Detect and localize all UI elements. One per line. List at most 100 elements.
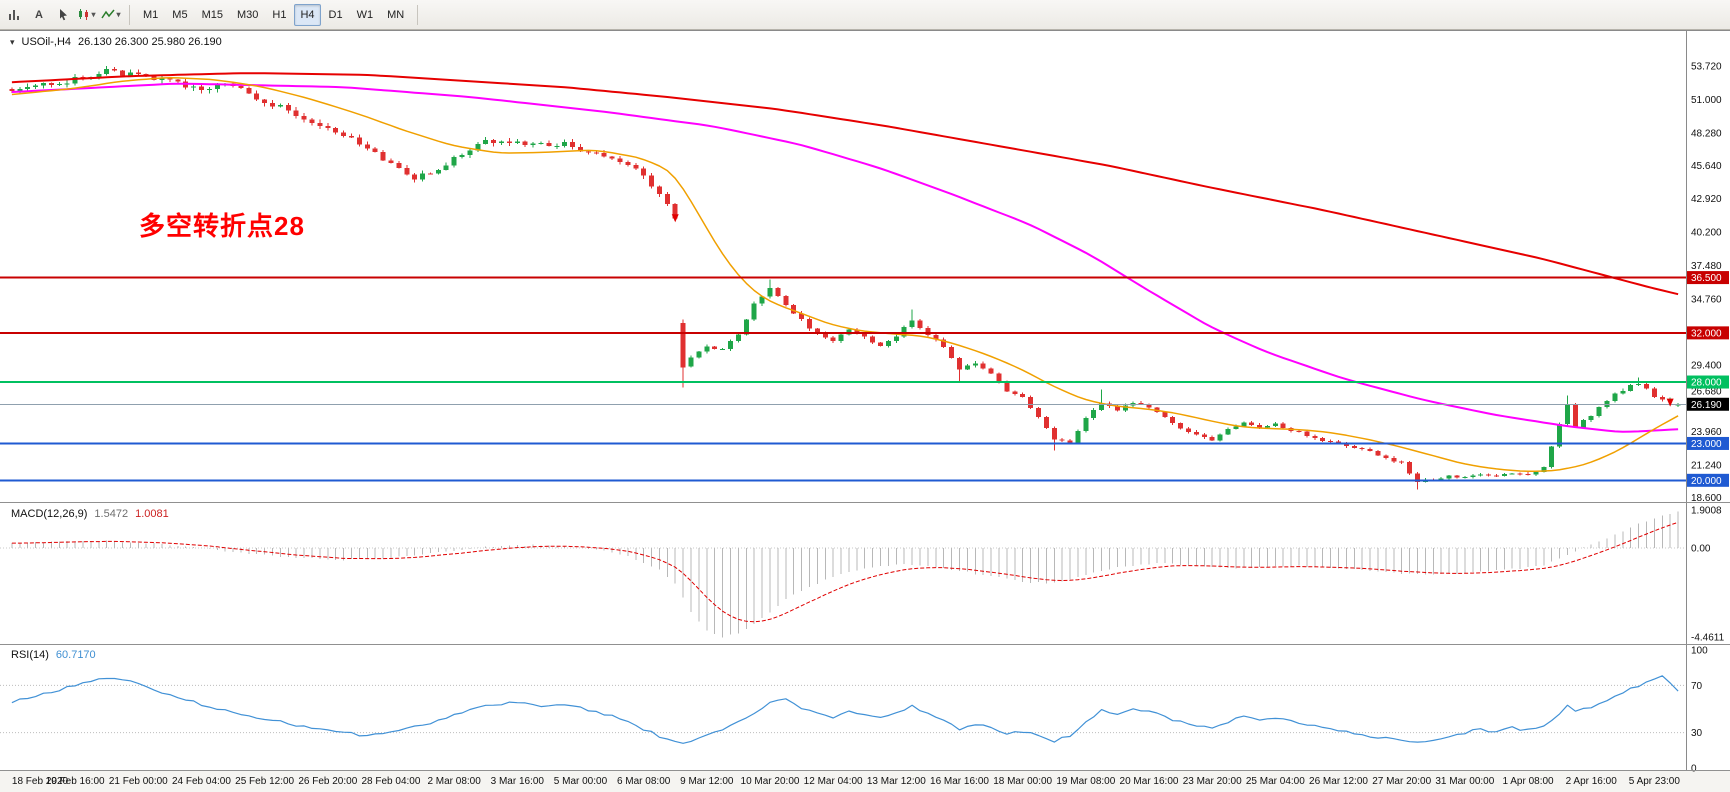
time-tick-label: 23 Mar 20:00 [1183, 776, 1242, 787]
time-tick-label: 31 Mar 00:00 [1435, 776, 1494, 787]
timeframe-m1-button[interactable]: M1 [137, 4, 164, 26]
time-tick-label: 25 Feb 12:00 [235, 776, 294, 787]
ma-slow-red [11, 72, 1679, 296]
chart-background [0, 30, 1730, 770]
chart-type-icon[interactable]: ▾ [76, 4, 98, 26]
macd-scale-label: -4.4611 [1691, 633, 1725, 644]
trade-arrow-icon [1666, 398, 1674, 407]
price-badge-label: 36.500 [1691, 273, 1722, 284]
macd-main-value: 1.5472 [94, 508, 129, 520]
timeframe-w1-button[interactable]: W1 [351, 4, 380, 26]
macd-histogram [11, 511, 1679, 638]
toolbar: A ▾ ▾ M1 M5 M15 M30 H1 H4 D1 W1 MN [0, 0, 1730, 30]
rsi-scale-label: 70 [1691, 681, 1703, 692]
time-tick-label: 24 Feb 04:00 [172, 776, 231, 787]
time-tick-label: 3 Mar 16:00 [491, 776, 545, 787]
chart-ohlc-values: 26.130 26.300 25.980 26.190 [78, 36, 222, 48]
timeframe-m5-button[interactable]: M5 [166, 4, 193, 26]
macd-signal-value: 1.0081 [135, 508, 169, 520]
cursor-tool-icon[interactable] [52, 4, 74, 26]
timeframe-d1-button[interactable]: D1 [323, 4, 349, 26]
price-tick-label: 40.200 [1691, 228, 1722, 239]
price-tick-label: 53.720 [1691, 62, 1722, 73]
chart-title: ▾ USOil-,H4 26.130 26.300 25.980 26.190 [10, 36, 222, 48]
time-tick-label: 28 Feb 04:00 [361, 776, 420, 787]
macd-scale-label: 0.00 [1691, 544, 1711, 555]
macd-panel: 1.9008 0.00 -4.4611 [0, 505, 1725, 644]
timeframe-mn-button[interactable]: MN [381, 4, 410, 26]
price-badge-label: 26.190 [1691, 400, 1722, 411]
price-tick-label: 26.680 [1691, 387, 1722, 398]
timeframe-h4-button[interactable]: H4 [294, 3, 321, 26]
time-tick-label: 18 Feb 2020 [12, 776, 69, 787]
price-badge [1687, 375, 1729, 389]
price-badge-label: 23.000 [1691, 439, 1722, 450]
time-tick-label: 26 Mar 12:00 [1309, 776, 1368, 787]
ma-mid-magenta [11, 82, 1679, 433]
time-tick-label: 27 Mar 20:00 [1372, 776, 1431, 787]
rsi-indicator-label: RSI(14) 60.7170 [11, 649, 96, 661]
charts-bar-icon[interactable] [4, 4, 26, 26]
chart-menu-icon[interactable]: ▾ [10, 36, 15, 47]
macd-scale-label: 1.9008 [1691, 505, 1722, 516]
price-badge [1687, 436, 1729, 450]
chevron-down-icon: ▾ [116, 10, 121, 19]
price-badge [1687, 271, 1729, 285]
time-tick-label: 19 Mar 08:00 [1056, 776, 1115, 787]
time-tick-label: 9 Mar 12:00 [680, 776, 734, 787]
toolbar-separator [417, 4, 419, 25]
price-badge [1687, 473, 1729, 487]
time-tick-label: 5 Apr 23:00 [1629, 776, 1681, 787]
macd-name: MACD(12,26,9) [11, 508, 88, 520]
price-tick-label: 42.920 [1691, 194, 1722, 205]
chart-text-annotation[interactable]: 多空转折点28 [139, 211, 305, 241]
time-tick-label: 2 Apr 16:00 [1566, 776, 1618, 787]
time-tick-label: 12 Mar 04:00 [804, 776, 863, 787]
indicators-icon[interactable]: ▾ [100, 4, 122, 26]
time-axis-background[interactable] [0, 770, 1730, 792]
price-tick-label: 18.600 [1691, 493, 1722, 504]
rsi-line [11, 675, 1679, 744]
timeframe-m15-button[interactable]: M15 [196, 4, 229, 26]
text-tool-icon[interactable]: A [35, 8, 43, 21]
macd-signal-line [11, 521, 1679, 623]
timeframe-m30-button[interactable]: M30 [231, 4, 264, 26]
price-tick-label: 45.640 [1691, 161, 1722, 172]
ma-fast-orange [11, 77, 1679, 472]
candles [9, 66, 1681, 490]
time-tick-label: 19 Feb 16:00 [46, 776, 105, 787]
time-tick-label: 21 Feb 00:00 [109, 776, 168, 787]
time-tick-label: 16 Mar 16:00 [930, 776, 989, 787]
time-tick-label: 1 Apr 08:00 [1502, 776, 1554, 787]
price-axis-labels: 53.720 51.000 48.280 45.640 42.920 40.200 37.4… [1691, 62, 1722, 505]
time-tick-label: 5 Mar 00:00 [554, 776, 608, 787]
rsi-scale-label: 30 [1691, 728, 1703, 739]
rsi-panel: 100 70 30 0 [0, 646, 1708, 775]
rsi-name: RSI(14) [11, 649, 49, 661]
chart-symbol-period: USOil-,H4 [21, 36, 72, 48]
timeframe-h1-button[interactable]: H1 [266, 4, 292, 26]
time-tick-label: 6 Mar 08:00 [617, 776, 671, 787]
time-tick-label: 10 Mar 20:00 [741, 776, 800, 787]
price-tick-label: 34.760 [1691, 294, 1722, 305]
price-badge-label: 28.000 [1691, 378, 1722, 389]
price-badge [1687, 397, 1729, 411]
price-tick-label: 21.240 [1691, 461, 1722, 472]
price-badge-label: 32.000 [1691, 328, 1722, 339]
price-tick-label: 29.400 [1691, 360, 1722, 371]
trade-arrow-icon [671, 214, 679, 223]
rsi-scale-label: 100 [1691, 646, 1708, 657]
time-tick-label: 26 Feb 20:00 [298, 776, 357, 787]
rsi-scale-label: 0 [1691, 764, 1697, 775]
time-tick-label: 18 Mar 00:00 [993, 776, 1052, 787]
time-tick-label: 20 Mar 16:00 [1120, 776, 1179, 787]
time-tick-label: 13 Mar 12:00 [867, 776, 926, 787]
macd-indicator-label: MACD(12,26,9) 1.5472 1.0081 [11, 508, 169, 520]
price-badge-label: 20.000 [1691, 476, 1722, 487]
rsi-value: 60.7170 [55, 649, 96, 661]
price-tick-label: 48.280 [1691, 128, 1722, 139]
price-badge [1687, 326, 1729, 340]
chevron-down-icon: ▾ [91, 10, 96, 19]
